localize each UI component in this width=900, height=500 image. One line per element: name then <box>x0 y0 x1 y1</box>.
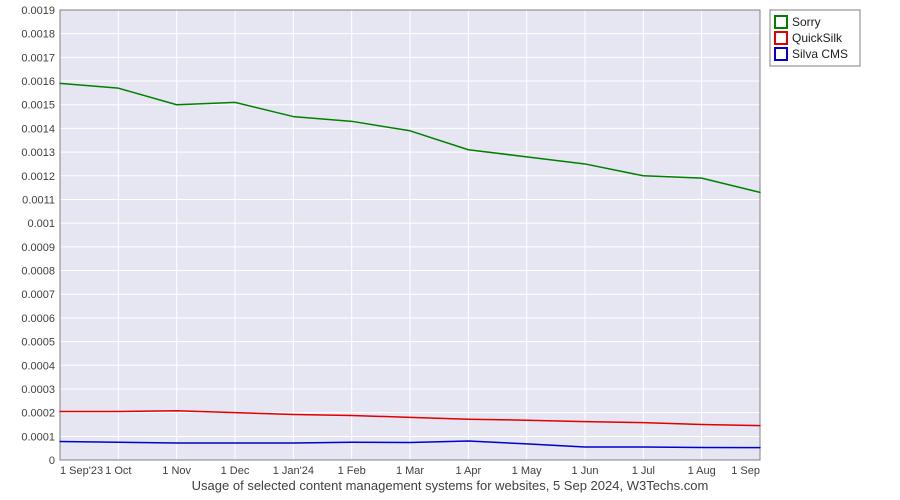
svg-text:0.0017: 0.0017 <box>21 52 55 64</box>
svg-text:1 Nov: 1 Nov <box>162 465 191 477</box>
svg-text:0.0002: 0.0002 <box>21 408 55 420</box>
chart-caption: Usage of selected content management sys… <box>0 478 900 493</box>
svg-text:0.0019: 0.0019 <box>21 5 55 17</box>
svg-text:1 Dec: 1 Dec <box>221 465 250 477</box>
svg-text:0.0011: 0.0011 <box>22 194 55 206</box>
svg-text:1 Jun: 1 Jun <box>572 465 599 477</box>
svg-text:0.0007: 0.0007 <box>21 289 55 301</box>
svg-text:1 Oct: 1 Oct <box>105 465 131 477</box>
svg-text:0: 0 <box>49 455 55 467</box>
svg-text:0.0018: 0.0018 <box>21 29 55 41</box>
svg-text:1 Aug: 1 Aug <box>688 465 716 477</box>
svg-text:1 Mar: 1 Mar <box>396 465 424 477</box>
svg-text:0.0008: 0.0008 <box>21 266 55 278</box>
svg-text:0.0016: 0.0016 <box>21 76 55 88</box>
svg-text:1 Sep'23: 1 Sep'23 <box>60 465 103 477</box>
svg-text:1 Feb: 1 Feb <box>338 465 366 477</box>
svg-text:0.0015: 0.0015 <box>21 100 55 112</box>
svg-text:1 Jul: 1 Jul <box>632 465 655 477</box>
svg-text:Sorry: Sorry <box>792 15 821 29</box>
svg-text:0.0001: 0.0001 <box>21 431 55 443</box>
svg-text:0.0009: 0.0009 <box>21 242 55 254</box>
svg-text:1 May: 1 May <box>512 465 542 477</box>
svg-text:0.0006: 0.0006 <box>21 313 55 325</box>
chart-container: 0 0.0001 0.0002 0.0003 0.0004 0.0005 0.0006 0.0… <box>0 0 900 500</box>
svg-text:0.001: 0.001 <box>27 218 55 230</box>
svg-text:QuickSilk: QuickSilk <box>792 31 843 45</box>
svg-text:0.0014: 0.0014 <box>21 123 55 135</box>
svg-text:1 Sep: 1 Sep <box>731 465 760 477</box>
svg-text:0.0012: 0.0012 <box>21 171 55 183</box>
line-chart: 0 0.0001 0.0002 0.0003 0.0004 0.0005 0.0006 0.0… <box>0 0 900 500</box>
svg-text:0.0004: 0.0004 <box>21 360 55 372</box>
svg-text:1 Apr: 1 Apr <box>455 465 481 477</box>
svg-text:0.0003: 0.0003 <box>21 384 55 396</box>
svg-text:0.0013: 0.0013 <box>21 147 55 159</box>
svg-text:Silva CMS: Silva CMS <box>792 47 848 61</box>
svg-text:0.0005: 0.0005 <box>21 337 55 349</box>
svg-text:1 Jan'24: 1 Jan'24 <box>273 465 314 477</box>
